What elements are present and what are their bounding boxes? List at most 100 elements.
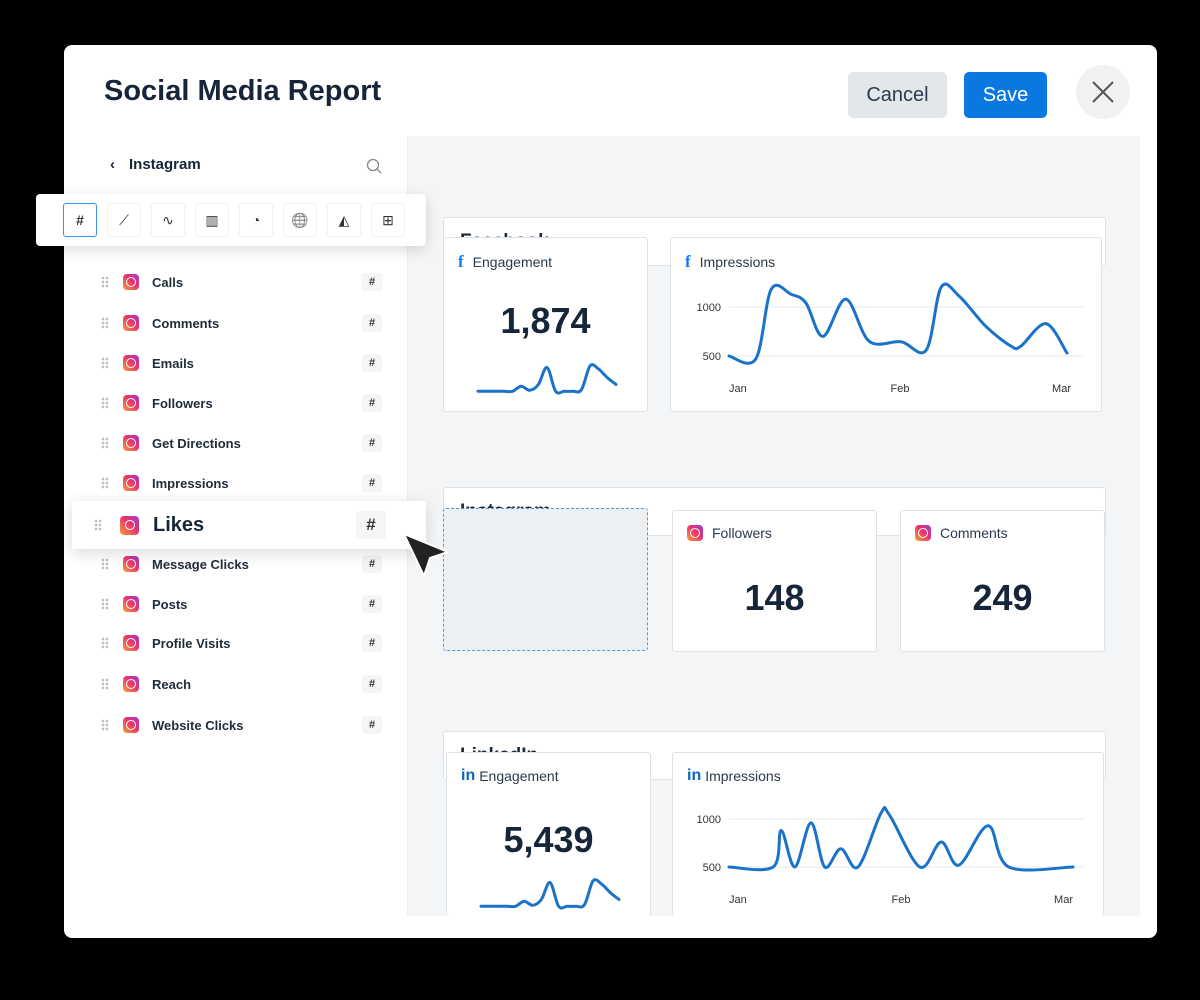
sidebar-item[interactable]: Website Clicks #	[82, 710, 408, 740]
dragging-item-likes[interactable]: Likes #	[72, 501, 426, 549]
ig-comments-card[interactable]: Comments 249	[900, 510, 1105, 652]
instagram-icon	[123, 395, 139, 411]
instagram-icon	[123, 635, 139, 651]
item-label: Message Clicks	[152, 556, 249, 572]
number-type-icon: #	[356, 511, 386, 539]
visualization-toolbar: # ⟋ ∿ ▥ ◔ 🌐 ◭ ⊞	[36, 194, 426, 246]
item-label: Followers	[152, 395, 213, 411]
instagram-icon	[123, 315, 139, 331]
card-label: Engagement	[472, 254, 553, 270]
fb-impressions-line	[727, 282, 1069, 365]
li-impressions-line	[727, 806, 1075, 872]
x-tick-label: Mar	[1052, 383, 1071, 395]
drag-handle-icon[interactable]	[101, 477, 109, 489]
instagram-icon	[915, 525, 931, 541]
drag-handle-icon[interactable]	[101, 437, 109, 449]
li-impressions-card[interactable]: in Impressions 500 1000 Jan Feb Mar	[672, 752, 1104, 916]
number-type-icon: #	[362, 434, 382, 452]
sidebar-item[interactable]: Message Clicks #	[82, 549, 408, 579]
instagram-icon	[687, 525, 703, 541]
card-label: Impressions	[699, 254, 776, 270]
ig-followers-card[interactable]: Followers 148	[672, 510, 877, 652]
item-label: Comments	[152, 315, 220, 331]
drag-handle-icon[interactable]	[101, 719, 109, 731]
close-icon	[1092, 81, 1114, 103]
bar-chart-icon[interactable]: ▥	[195, 203, 229, 237]
save-button[interactable]: Save	[964, 72, 1047, 118]
sparkline-path	[476, 363, 618, 395]
x-tick-label: Mar	[1054, 894, 1073, 906]
drag-handle-icon[interactable]	[101, 276, 109, 288]
sidebar-item[interactable]: Posts #	[82, 589, 408, 619]
pie-chart-icon[interactable]: ◔	[239, 203, 273, 237]
sidebar-item[interactable]: Profile Visits #	[82, 628, 408, 658]
fb-impressions-card[interactable]: f Impressions 500 1000 Jan Feb Mar	[670, 237, 1102, 412]
fb-engagement-card[interactable]: f Engagement 1,874	[443, 237, 648, 412]
drag-handle-icon[interactable]	[101, 598, 109, 610]
item-label: Likes	[153, 513, 205, 536]
search-icon[interactable]	[366, 158, 382, 174]
line-chart-icon[interactable]: ⟋	[107, 203, 141, 237]
sidebar-item[interactable]: Get Directions #	[82, 428, 408, 458]
mouse-cursor-icon	[403, 533, 449, 577]
sidebar-item[interactable]: Reach #	[82, 669, 408, 699]
x-tick-label: Jan	[729, 383, 747, 395]
facebook-icon: f	[685, 252, 691, 271]
sidebar-back[interactable]: ‹ Instagram	[110, 156, 201, 173]
sidebar-item[interactable]: Emails #	[82, 348, 408, 378]
number-type-icon: #	[362, 716, 382, 734]
instagram-icon	[120, 515, 139, 535]
fb-engagement-value: 1,874	[500, 300, 591, 341]
number-type-icon: #	[362, 675, 382, 693]
item-label: Impressions	[152, 475, 229, 491]
number-type-icon: #	[362, 394, 382, 412]
drag-handle-icon[interactable]	[101, 678, 109, 690]
item-label: Posts	[152, 596, 188, 612]
close-button[interactable]	[1076, 65, 1130, 119]
li-engagement-card[interactable]: in Engagement 5,439	[446, 752, 651, 916]
item-label: Calls	[152, 274, 184, 290]
x-tick-label: Feb	[892, 894, 911, 906]
instagram-icon	[123, 596, 139, 612]
instagram-icon	[123, 676, 139, 692]
number-type-icon: #	[362, 314, 382, 332]
li-engagement-sparkline	[479, 878, 621, 910]
instagram-icon	[123, 435, 139, 451]
sidebar-item[interactable]: Comments #	[82, 308, 408, 338]
sidebar-item[interactable]: Impressions #	[82, 468, 408, 498]
sparkline-path	[479, 878, 621, 910]
sparkline-icon[interactable]: ∿	[151, 203, 185, 237]
instagram-icon	[123, 556, 139, 572]
number-icon[interactable]: #	[63, 203, 97, 237]
li-impressions-chart: 500 1000 Jan Feb Mar	[697, 806, 1085, 906]
drag-handle-icon[interactable]	[101, 357, 109, 369]
number-type-icon: #	[362, 634, 382, 652]
globe-icon[interactable]: 🌐	[283, 203, 317, 237]
instagram-icon	[123, 717, 139, 733]
y-tick-label: 500	[703, 351, 721, 363]
followers-value: 148	[744, 577, 805, 618]
chevron-left-icon: ‹	[110, 156, 115, 173]
number-type-icon: #	[362, 474, 382, 492]
drag-handle-icon[interactable]	[101, 637, 109, 649]
number-type-icon: #	[362, 354, 382, 372]
drag-handle-icon[interactable]	[101, 558, 109, 570]
sidebar-title: Instagram	[129, 156, 201, 173]
drag-handle-icon[interactable]	[101, 397, 109, 409]
sidebar-item[interactable]: Followers #	[82, 388, 408, 418]
drag-handle-icon[interactable]	[94, 519, 102, 531]
drop-placeholder[interactable]	[443, 508, 648, 651]
instagram-icon	[123, 274, 139, 290]
card-label: Engagement	[479, 768, 559, 784]
number-type-icon: #	[362, 273, 382, 291]
area-chart-icon[interactable]: ◭	[327, 203, 361, 237]
linkedin-icon: in	[687, 767, 702, 784]
table-icon[interactable]: ⊞	[371, 203, 405, 237]
li-engagement-value: 5,439	[503, 819, 594, 860]
item-label: Emails	[152, 355, 194, 371]
sidebar-item[interactable]: Calls #	[82, 267, 408, 297]
card-label: Followers	[712, 525, 772, 541]
drag-handle-icon[interactable]	[101, 317, 109, 329]
cancel-button[interactable]: Cancel	[848, 72, 947, 118]
item-label: Get Directions	[152, 435, 241, 451]
